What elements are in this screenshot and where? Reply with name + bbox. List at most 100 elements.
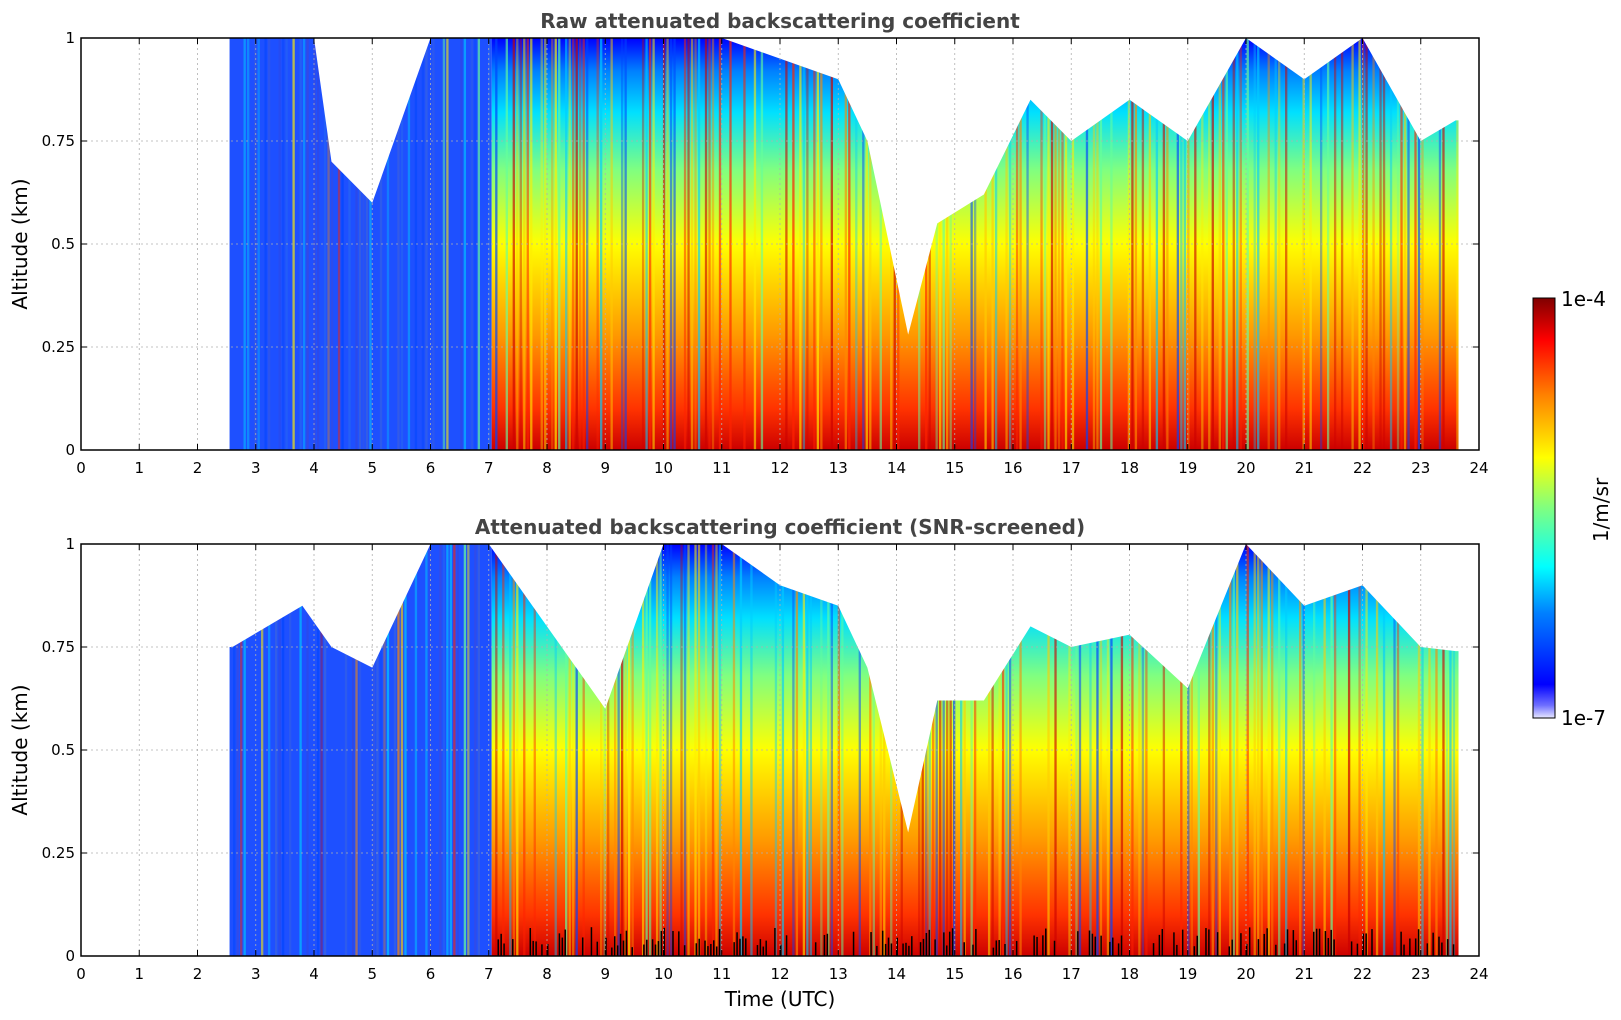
signal-strip — [313, 38, 316, 450]
screened-pixel — [1403, 944, 1405, 956]
signal-strip — [1127, 38, 1131, 450]
screened-pixel — [992, 947, 995, 956]
signal-strip — [1323, 544, 1326, 956]
screened-pixel — [1315, 928, 1318, 956]
signal-strip — [1043, 38, 1047, 450]
signal-strip — [652, 38, 655, 450]
signal-strip — [1382, 38, 1386, 450]
signal-strip — [463, 38, 467, 450]
signal-strip — [1333, 38, 1337, 450]
signal-strip — [1442, 38, 1445, 450]
signal-strip — [883, 544, 886, 956]
y-axis-label: Altitude (km) — [8, 684, 32, 815]
x-tick-label: 12 — [770, 965, 789, 983]
signal-envelope-mask — [81, 544, 1479, 956]
signal-strip — [554, 544, 557, 956]
colorbar-unit-label: 1/m/sr — [1589, 477, 1613, 542]
signal-strip — [512, 544, 515, 956]
signal-strip — [928, 544, 931, 956]
screened-pixel — [870, 932, 872, 956]
signal-strip — [697, 38, 701, 450]
x-tick-label: 13 — [829, 459, 848, 477]
signal-strip — [519, 38, 522, 450]
screened-pixel — [1438, 936, 1440, 956]
signal-strip — [278, 544, 281, 956]
screened-pixel — [1248, 927, 1251, 956]
x-tick-label: 11 — [712, 459, 731, 477]
signal-strip — [568, 38, 571, 450]
signal-strip — [799, 38, 802, 450]
signal-strip — [281, 38, 285, 450]
signal-strip — [1099, 38, 1103, 450]
signal-strip — [1396, 38, 1400, 450]
signal-strip — [579, 38, 582, 450]
signal-strip — [648, 544, 652, 956]
signal-strip — [1187, 38, 1190, 450]
x-tick-label: 0 — [76, 965, 86, 983]
screened-pixel — [672, 930, 674, 956]
signal-strip — [1379, 38, 1382, 450]
screened-pixel — [814, 942, 817, 956]
screened-pixel — [1100, 935, 1102, 956]
screened-pixel — [946, 945, 948, 956]
signal-strip — [627, 544, 631, 956]
signal-strip — [694, 544, 697, 956]
signal-strip — [613, 544, 617, 956]
signal-strip — [641, 38, 645, 450]
x-tick-label: 22 — [1353, 965, 1372, 983]
screened-pixel — [710, 943, 712, 956]
x-tick-label: 15 — [945, 965, 964, 983]
signal-strip — [327, 38, 330, 450]
screened-pixel — [774, 927, 776, 956]
plot-area — [81, 544, 1479, 956]
signal-strip — [1099, 544, 1103, 956]
x-tick-label: 17 — [1062, 965, 1081, 983]
signal-strip — [942, 38, 945, 450]
screened-pixel — [660, 930, 663, 956]
y-tick-label: 0.5 — [51, 741, 75, 759]
screened-pixel — [625, 930, 628, 956]
x-axis-label: Time (UTC) — [724, 987, 836, 1011]
screened-pixel — [1208, 929, 1210, 956]
x-tick-label: 5 — [367, 459, 377, 477]
screened-pixel — [713, 940, 715, 956]
signal-strip — [558, 38, 561, 450]
signal-strip — [697, 544, 701, 956]
signal-strip — [1162, 38, 1166, 450]
signal-strip — [1403, 38, 1407, 450]
signal-strip — [1347, 544, 1351, 956]
screened-pixel — [1053, 940, 1056, 956]
signal-strip — [1267, 544, 1270, 956]
signal-strip — [1008, 544, 1012, 956]
screened-pixel — [1400, 931, 1402, 956]
signal-strip — [407, 38, 411, 450]
signal-strip — [1253, 544, 1256, 956]
screened-pixel — [541, 944, 543, 956]
signal-strip — [1407, 38, 1410, 450]
signal-strip — [1278, 544, 1281, 956]
screened-pixel — [919, 942, 922, 956]
signal-strip — [1047, 38, 1050, 450]
signal-strip — [1089, 544, 1092, 956]
screened-pixel — [1045, 928, 1047, 956]
x-tick-label: 17 — [1062, 459, 1081, 477]
signal-strip — [247, 38, 250, 450]
signal-strip — [617, 544, 620, 956]
signal-strip — [774, 544, 778, 956]
signal-strip — [379, 38, 383, 450]
x-tick-label: 14 — [887, 459, 906, 477]
x-tick-label: 1 — [134, 459, 144, 477]
x-tick-label: 9 — [600, 965, 610, 983]
screened-pixel — [535, 941, 537, 956]
screened-pixel — [896, 937, 898, 956]
signal-strip — [1393, 544, 1396, 956]
signal-strip — [316, 38, 320, 450]
signal-strip — [1194, 38, 1197, 450]
x-tick-label: 14 — [887, 965, 906, 983]
screened-pixel — [1283, 943, 1286, 956]
signal-strip — [973, 544, 977, 956]
screened-pixel — [1088, 930, 1091, 956]
signal-strip — [1257, 544, 1260, 956]
screened-pixel — [759, 939, 762, 956]
panel-title: Attenuated backscattering coefficient (S… — [475, 515, 1085, 539]
